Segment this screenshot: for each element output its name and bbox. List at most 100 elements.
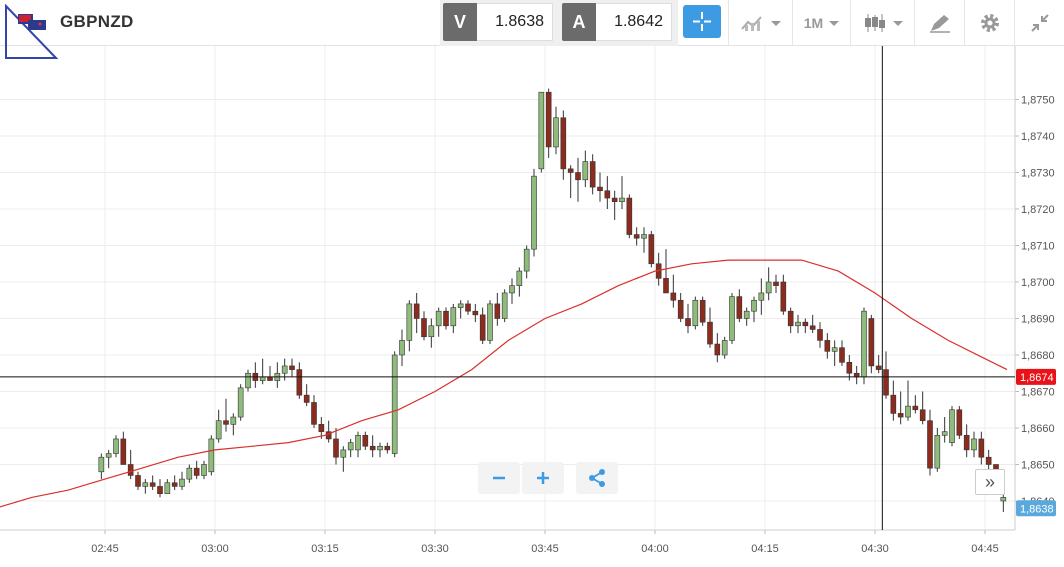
candle-body-bear [787, 310, 794, 327]
candle-body-bear [707, 321, 713, 345]
candle-body-bull [347, 442, 354, 451]
candles [98, 88, 1007, 512]
settings-button[interactable] [964, 0, 1014, 46]
candle-body-bull [501, 292, 508, 319]
candle-body-bear [677, 299, 684, 319]
candle [707, 307, 713, 348]
candle [465, 300, 471, 315]
candle [443, 307, 449, 330]
candle [267, 365, 273, 381]
candle [355, 431, 361, 458]
scroll-right-icon: » [984, 471, 995, 492]
candle-body-bear [985, 456, 992, 465]
chart-area[interactable]: 1,86401,86501,86601,86701,86801,86901,87… [0, 46, 1064, 562]
candle-body-bear [890, 394, 897, 414]
candle [575, 157, 581, 202]
draw-button[interactable] [914, 0, 964, 46]
candle [846, 355, 853, 381]
candle [435, 307, 442, 337]
candle-body-bear [296, 369, 303, 396]
candle [149, 475, 156, 491]
candle-body-bear [853, 372, 860, 378]
candle [641, 227, 647, 253]
share-button[interactable] [576, 462, 618, 494]
candle-body-bear [135, 475, 141, 487]
candle [897, 391, 904, 425]
candle-body-bear [633, 234, 640, 239]
candle-body-bear [127, 464, 134, 476]
candle-body-bull [237, 387, 244, 418]
y-tick-label: 1,8660 [1021, 423, 1055, 435]
candle [259, 358, 266, 385]
buy-quote[interactable]: A 1.8642 [562, 3, 672, 41]
candles-button[interactable] [850, 0, 914, 46]
candle [318, 417, 325, 439]
timeframe-button[interactable]: 1M [792, 0, 850, 46]
chart-type-button[interactable] [728, 0, 792, 46]
sell-quote[interactable]: V 1.8638 [443, 3, 553, 41]
candle-body-bear [413, 303, 420, 319]
symbol-title: GBPNZD [60, 12, 134, 31]
scroll-right-button[interactable]: » [975, 469, 1005, 495]
timeframe-label: 1M [803, 15, 824, 31]
candlestick-chart[interactable]: 1,86401,86501,86601,86701,86801,86901,87… [0, 46, 1064, 562]
x-tick-label: 02:45 [91, 543, 119, 555]
candle-body-bear [575, 172, 581, 181]
candle-body-bear [567, 168, 574, 173]
zoom-out-button[interactable] [478, 462, 520, 494]
candle [509, 278, 515, 304]
candle [758, 278, 765, 315]
candle-body-bear [736, 296, 743, 319]
candle-body-bear [545, 91, 552, 148]
candle [523, 245, 530, 279]
candle [142, 479, 149, 494]
candle [560, 110, 567, 180]
candle-body-bear [670, 292, 677, 301]
candle-body-bull [113, 438, 119, 454]
candle-body-bull [428, 325, 435, 338]
candle-body-bear [560, 117, 567, 170]
candle-body-bull [831, 347, 838, 352]
candle-body-bear [589, 161, 596, 188]
flag-icon [18, 14, 46, 30]
candle [186, 464, 193, 483]
candle [927, 409, 933, 476]
candle-body-bull [758, 292, 765, 301]
candle [296, 362, 303, 399]
candle-body-bull [435, 310, 442, 327]
y-tick-label: 1,8670 [1021, 387, 1055, 399]
crosshair-button[interactable] [683, 5, 721, 38]
zoom-in-button[interactable] [522, 462, 564, 494]
candle-body-bear [699, 299, 706, 323]
collapse-button[interactable] [1014, 0, 1064, 46]
zoom-in-icon [537, 472, 549, 484]
candle-body-bull [450, 307, 457, 327]
candle [567, 165, 574, 199]
candle [743, 307, 750, 326]
candle-body-bull [971, 438, 977, 451]
candle-body-bear [333, 438, 339, 458]
candle-body-bull [949, 409, 955, 443]
candle-body-bear [597, 186, 603, 192]
candle [113, 435, 119, 458]
candle [193, 460, 200, 480]
candle [626, 194, 633, 239]
candle [875, 355, 882, 374]
candle [611, 190, 618, 220]
candle-body-bull [487, 303, 493, 341]
y-tick-label: 1,8700 [1021, 277, 1055, 289]
candle-body-bull [619, 197, 625, 203]
candle [201, 460, 207, 480]
candle [956, 406, 963, 439]
candle [450, 303, 457, 334]
candle [487, 300, 493, 345]
candle [179, 471, 185, 491]
x-tick-label: 03:00 [201, 543, 229, 555]
candle [252, 362, 259, 388]
zoom-out-icon [493, 476, 505, 480]
candle [787, 307, 794, 334]
candle [934, 428, 941, 472]
candle-body-bear [912, 405, 919, 411]
candle-body-bear [824, 340, 831, 352]
moving-average-line [0, 259, 1008, 508]
